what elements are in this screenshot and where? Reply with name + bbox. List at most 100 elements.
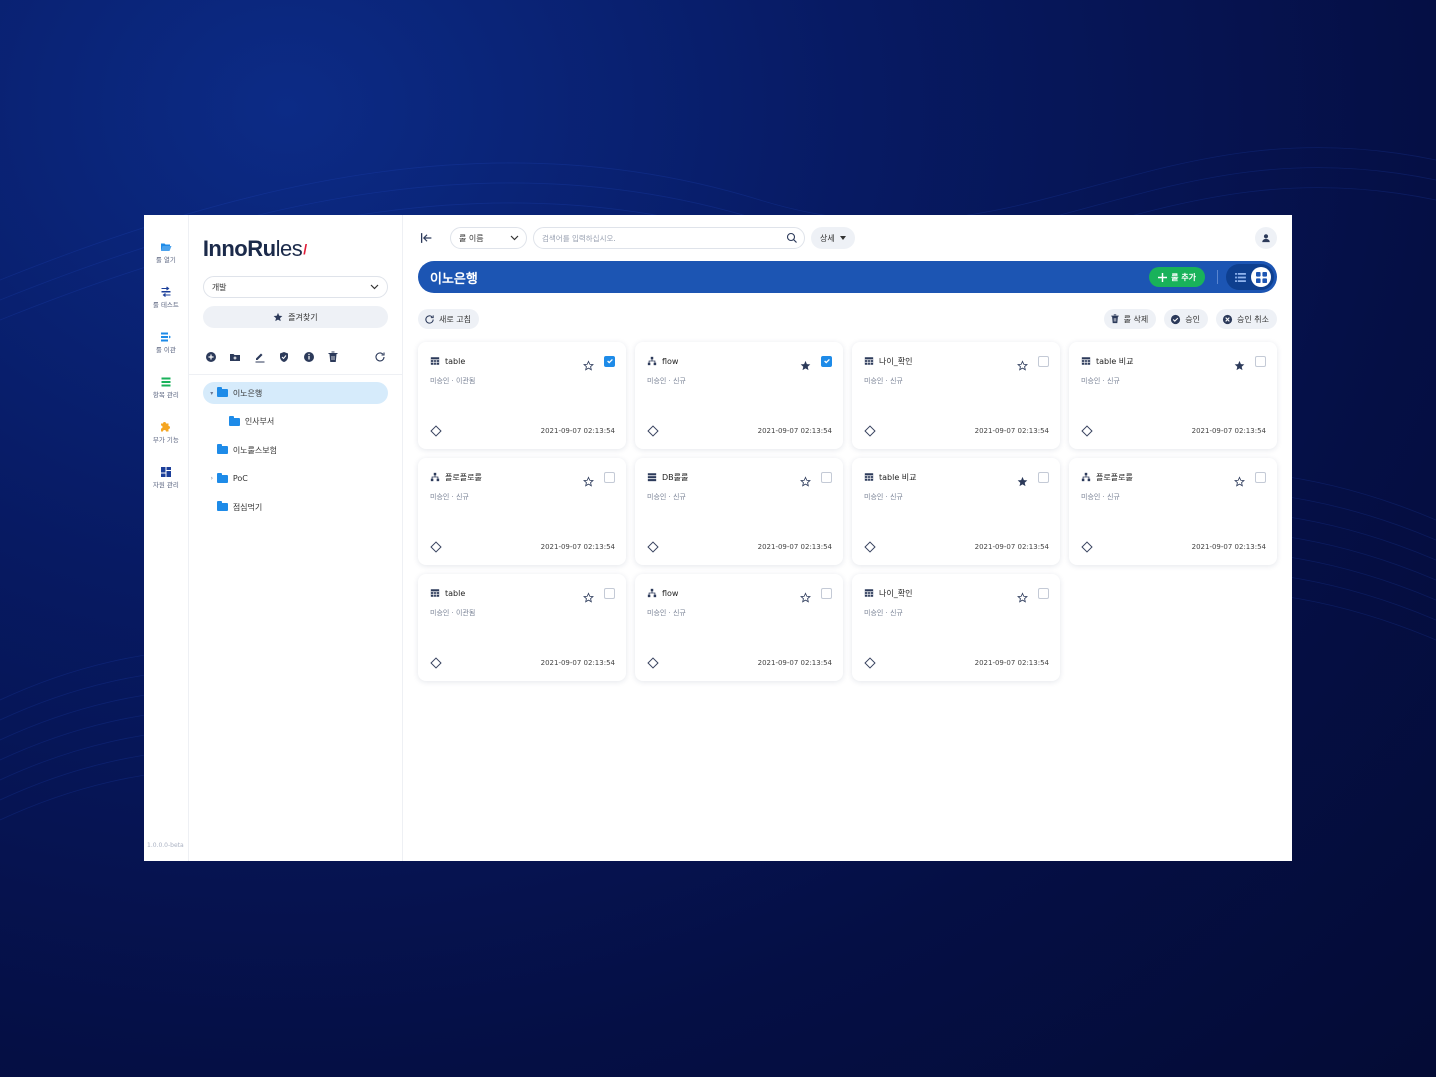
add-rule-button[interactable]: 룰 추가 — [1149, 267, 1205, 287]
chevron-down-icon — [510, 235, 519, 241]
info-icon[interactable] — [303, 351, 315, 363]
diamond-icon — [1081, 541, 1093, 553]
rule-card-footer: 2021-09-07 02:13:54 — [647, 657, 832, 669]
environment-select[interactable]: 개발 — [202, 276, 388, 298]
app-window: 룰 열기 룰 테스트 룰 이관 항목 관리 부가 기능 자원 관리 1.0.0.0… — [144, 215, 1292, 861]
rule-card-footer: 2021-09-07 02:13:54 — [864, 541, 1049, 553]
rule-checkbox[interactable] — [1038, 355, 1049, 367]
refresh-icon[interactable] — [374, 351, 386, 363]
tree-node-label: PoC — [232, 474, 248, 484]
tree-caret-icon[interactable]: › — [210, 475, 214, 483]
add-circle-icon[interactable] — [205, 351, 217, 363]
rule-checkbox[interactable] — [1038, 471, 1049, 483]
star-outline-icon[interactable] — [583, 472, 594, 487]
rule-date: 2021-09-07 02:13:54 — [540, 543, 615, 551]
tree-node[interactable]: 인사부서 — [203, 411, 388, 433]
folder-open-icon — [160, 238, 172, 251]
flow-rule-icon — [1081, 472, 1091, 482]
rail-item-puzzle[interactable]: 부가 기능 — [144, 408, 188, 453]
rule-status: 미승인 · 신규 — [1081, 493, 1120, 501]
star-outline-icon[interactable] — [1017, 356, 1028, 371]
rule-card-footer: 2021-09-07 02:13:54 — [1081, 541, 1266, 553]
search-field-select[interactable]: 룰 이름 — [450, 227, 527, 249]
star-outline-icon[interactable] — [1017, 588, 1028, 603]
logo-text-light: les — [275, 236, 303, 261]
puzzle-icon — [160, 418, 172, 431]
star-outline-icon[interactable] — [800, 472, 811, 487]
rail-item-test[interactable]: 룰 테스트 — [144, 273, 188, 318]
rule-checkbox[interactable] — [821, 587, 832, 599]
star-outline-icon[interactable] — [583, 356, 594, 371]
detail-search-button[interactable]: 상세 — [811, 227, 855, 249]
rule-card[interactable]: table 비교 미승인 · 신규 2021-09-07 02:13:54 — [1069, 342, 1277, 449]
rule-card[interactable]: 플로플로룰 미승인 · 신규 2021-09-07 02:13:54 — [1069, 458, 1277, 565]
rail-item-dashboard[interactable]: 자원 관리 — [144, 453, 188, 498]
favorites-button[interactable]: 즐겨찾기 — [202, 306, 388, 328]
rule-name: 플로플로룰 — [1096, 472, 1133, 482]
shield-check-icon[interactable] — [278, 351, 290, 363]
rule-checkbox[interactable] — [821, 355, 832, 367]
rail-item-label: 룰 열기 — [155, 255, 176, 264]
rule-card-header: table 비교 — [864, 470, 1049, 486]
star-filled-icon[interactable] — [800, 356, 811, 370]
rule-checkbox[interactable] — [604, 355, 615, 367]
star-outline-icon[interactable] — [583, 588, 594, 603]
rule-card[interactable]: DB룰룰 미승인 · 신규 2021-09-07 02:13:54 — [635, 458, 843, 565]
tree-divider — [188, 374, 402, 375]
rule-date: 2021-09-07 02:13:54 — [757, 659, 832, 667]
rule-checkbox[interactable] — [1038, 587, 1049, 599]
search-icon[interactable] — [786, 232, 798, 244]
rule-card-footer: 2021-09-07 02:13:54 — [647, 425, 832, 437]
star-filled-icon[interactable] — [1234, 356, 1245, 370]
rule-status: 미승인 · 신규 — [864, 377, 903, 385]
collapse-sidebar-icon[interactable] — [418, 230, 434, 246]
edit-icon[interactable] — [254, 351, 266, 363]
rail-item-label: 자원 관리 — [152, 480, 179, 489]
rule-card-grid: table 미승인 · 이관됨 2021-09-07 02:13:54 flow… — [418, 342, 1277, 681]
table-rule-icon — [864, 588, 874, 598]
rail-item-list[interactable]: 항목 관리 — [144, 363, 188, 408]
user-avatar[interactable] — [1255, 227, 1277, 249]
delete-rule-button[interactable]: 룰 삭제 — [1103, 309, 1157, 329]
rule-checkbox[interactable] — [1255, 355, 1266, 367]
rule-date: 2021-09-07 02:13:54 — [540, 659, 615, 667]
rule-card[interactable]: table 미승인 · 이관됨 2021-09-07 02:13:54 — [418, 342, 626, 449]
rule-checkbox[interactable] — [821, 471, 832, 483]
rule-card[interactable]: flow 미승인 · 신규 2021-09-07 02:13:54 — [635, 342, 843, 449]
tree-node[interactable]: 이노룰스보험 — [203, 439, 388, 461]
rule-status: 미승인 · 신규 — [864, 609, 903, 617]
search-input[interactable] — [542, 233, 762, 243]
refresh-button[interactable]: 새로 고침 — [418, 309, 479, 329]
rule-card-header: 나이_확인 — [864, 586, 1049, 603]
table-rule-icon — [864, 356, 874, 366]
tree-node[interactable]: › PoC — [203, 468, 388, 490]
rule-checkbox[interactable] — [604, 471, 615, 483]
tree-node[interactable]: ▾ 이노은행 — [202, 382, 388, 404]
folder-title-bar: 이노은행 룰 추가 — [418, 261, 1277, 293]
list-view-icon[interactable] — [1235, 272, 1246, 282]
star-outline-icon[interactable] — [800, 588, 811, 603]
rule-card[interactable]: flow 미승인 · 신규 2021-09-07 02:13:54 — [635, 574, 843, 681]
rule-card[interactable]: 나이_확인 미승인 · 신규 2021-09-07 02:13:54 — [852, 574, 1060, 681]
rule-name: flow — [662, 356, 679, 366]
rule-card[interactable]: table 비교 미승인 · 신규 2021-09-07 02:13:54 — [852, 458, 1060, 565]
star-outline-icon[interactable] — [1234, 472, 1245, 487]
rule-status: 미승인 · 이관됨 — [430, 609, 476, 617]
rule-checkbox[interactable] — [1255, 471, 1266, 483]
star-filled-icon[interactable] — [1017, 472, 1028, 486]
rule-card[interactable]: table 미승인 · 이관됨 2021-09-07 02:13:54 — [418, 574, 626, 681]
tree-caret-icon[interactable]: ▾ — [210, 389, 214, 397]
cancel-approval-button[interactable]: 승인 취소 — [1216, 309, 1277, 329]
add-folder-icon[interactable] — [229, 351, 241, 363]
trash-icon[interactable] — [327, 351, 339, 363]
grid-view-button[interactable] — [1251, 267, 1271, 287]
rule-card[interactable]: 나이_확인 미승인 · 신규 2021-09-07 02:13:54 — [852, 342, 1060, 449]
rule-card[interactable]: 플로플로룰 미승인 · 신규 2021-09-07 02:13:54 — [418, 458, 626, 565]
approve-button[interactable]: 승인 — [1164, 309, 1209, 329]
rule-checkbox[interactable] — [604, 587, 615, 599]
rail-item-transfer[interactable]: 룰 이관 — [144, 318, 188, 363]
rail-item-folder-open[interactable]: 룰 열기 — [144, 228, 188, 273]
tree-node[interactable]: 점심먹기 — [203, 496, 388, 518]
rule-status: 미승인 · 신규 — [647, 377, 686, 385]
rule-card-header: DB룰룰 — [647, 470, 832, 487]
